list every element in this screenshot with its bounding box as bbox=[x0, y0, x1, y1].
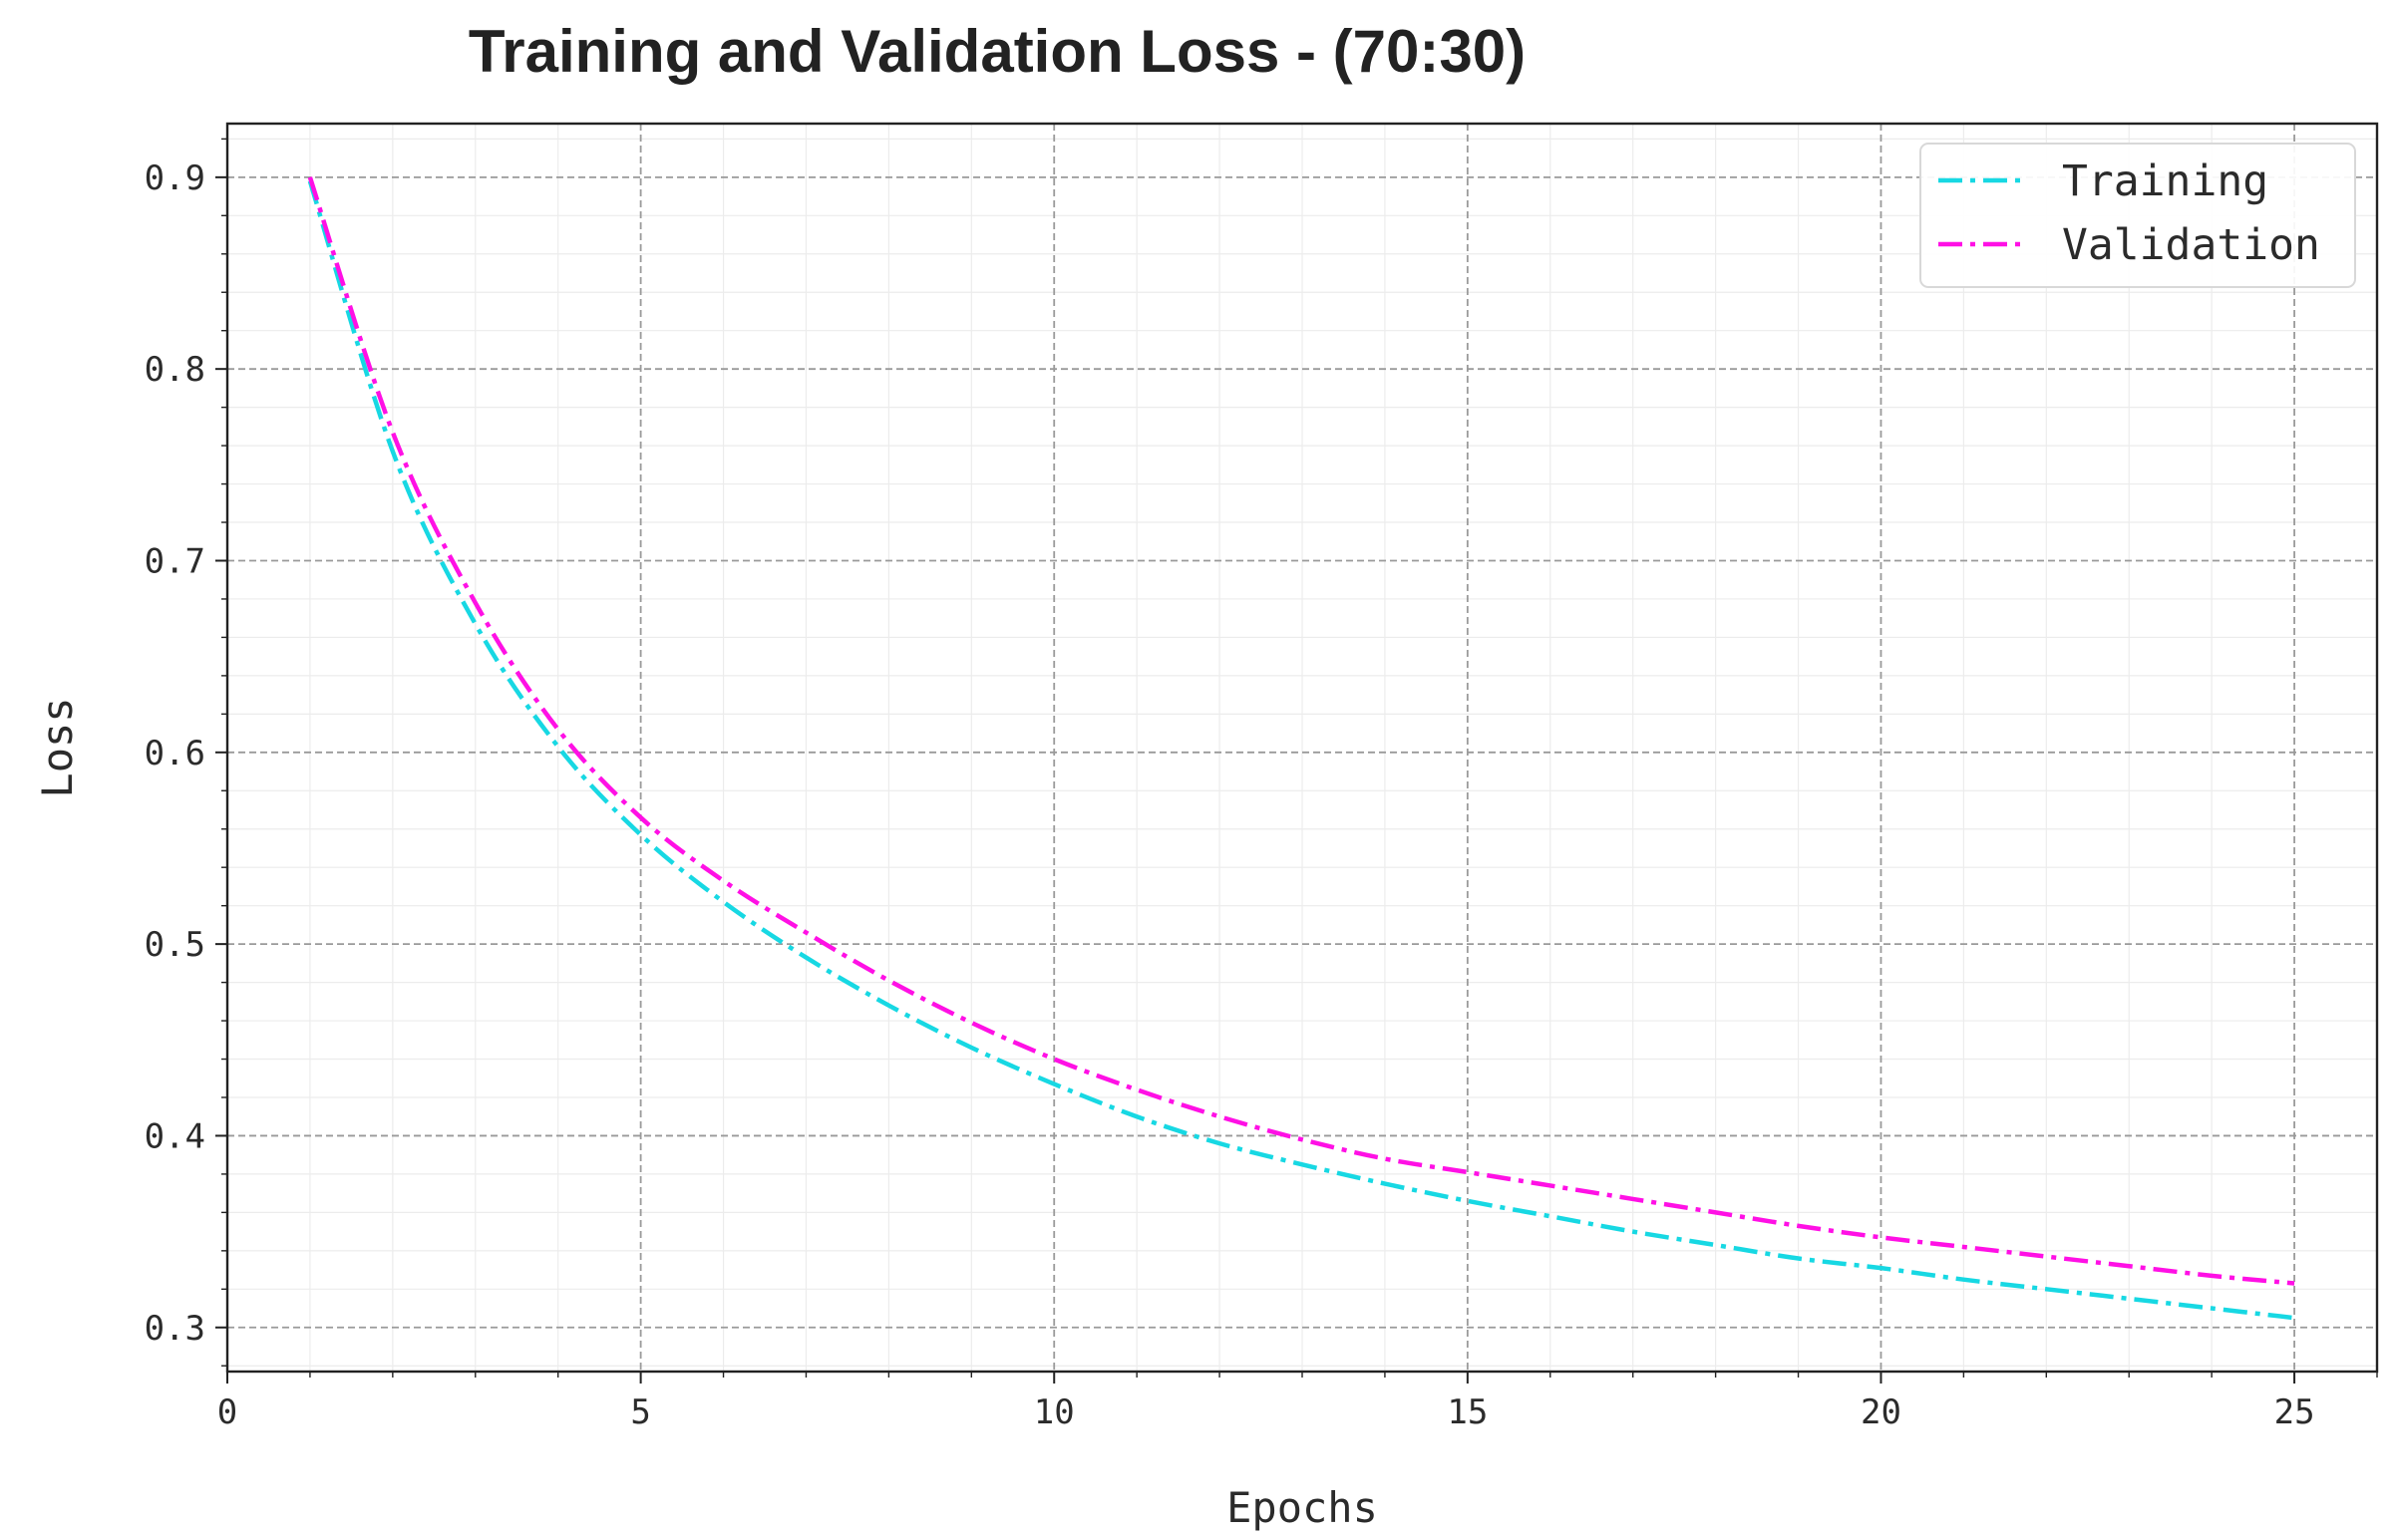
data-point-training bbox=[1300, 1162, 1304, 1166]
y-tick-label: 0.8 bbox=[145, 350, 205, 390]
data-point-training bbox=[2292, 1316, 2296, 1320]
data-point-training bbox=[2044, 1287, 2048, 1291]
minor-grid bbox=[227, 124, 2378, 1372]
y-tick-label: 0.6 bbox=[145, 734, 205, 773]
data-point-validation bbox=[1466, 1170, 1470, 1174]
data-point-validation bbox=[1300, 1137, 1304, 1141]
data-point-validation bbox=[804, 930, 808, 934]
data-point-training bbox=[2210, 1306, 2214, 1310]
data-point-training bbox=[1217, 1141, 1221, 1145]
data-point-training bbox=[474, 622, 478, 626]
legend-label-validation: Validation bbox=[2062, 220, 2320, 270]
data-point-validation bbox=[308, 175, 312, 179]
x-tick-label: 25 bbox=[2274, 1392, 2315, 1432]
data-point-validation bbox=[1135, 1087, 1139, 1091]
data-point-validation bbox=[1052, 1057, 1056, 1061]
data-point-training bbox=[555, 745, 559, 749]
data-point-validation bbox=[1879, 1235, 1882, 1239]
data-point-validation bbox=[1630, 1197, 1634, 1201]
data-point-training bbox=[1879, 1266, 1882, 1270]
x-tick-label: 10 bbox=[1034, 1392, 1075, 1432]
data-point-training bbox=[721, 900, 725, 904]
data-point-training bbox=[1548, 1214, 1552, 1218]
data-point-training bbox=[804, 955, 808, 959]
data-point-validation bbox=[1713, 1210, 1717, 1214]
y-tick-label: 0.3 bbox=[145, 1309, 205, 1349]
data-point-validation bbox=[638, 815, 642, 819]
data-point-training bbox=[1466, 1199, 1470, 1203]
data-point-training bbox=[638, 832, 642, 836]
data-point-training bbox=[1713, 1243, 1717, 1247]
series-line-validation bbox=[307, 176, 2295, 1286]
data-point-validation bbox=[2292, 1281, 2296, 1285]
data-point-validation bbox=[969, 1021, 973, 1025]
x-tick-label: 15 bbox=[1447, 1392, 1488, 1432]
data-point-validation bbox=[391, 430, 395, 434]
data-point-validation bbox=[2210, 1274, 2214, 1278]
data-point-training bbox=[1135, 1114, 1139, 1118]
y-tick-label: 0.9 bbox=[145, 158, 205, 198]
y-axis-label: Loss bbox=[33, 697, 82, 797]
chart-title: Training and Validation Loss - (70:30) bbox=[469, 18, 1526, 85]
data-point-validation bbox=[1796, 1224, 1800, 1228]
series-layer bbox=[307, 175, 2296, 1321]
data-point-training bbox=[969, 1046, 973, 1050]
y-tick-label: 0.4 bbox=[145, 1116, 205, 1156]
legend-label-training: Training bbox=[2062, 156, 2268, 206]
data-point-training bbox=[2127, 1297, 2131, 1301]
data-point-training bbox=[1961, 1277, 1965, 1281]
x-axis-label: Epochs bbox=[1226, 1483, 1378, 1532]
data-point-training bbox=[391, 450, 395, 454]
x-tick-label: 0 bbox=[217, 1392, 237, 1432]
x-tick-label: 5 bbox=[630, 1392, 650, 1432]
data-point-validation bbox=[2044, 1254, 2048, 1258]
data-point-validation bbox=[474, 601, 478, 605]
y-tick-label: 0.7 bbox=[145, 541, 205, 581]
data-point-validation bbox=[2127, 1264, 2131, 1268]
legend-box bbox=[1919, 143, 2356, 288]
tick-layer: 0 5 10 15 20 25 0.3 0.4 0.5 0.6 0.7 0.8 0.9 bbox=[145, 138, 2378, 1432]
x-tick-label: 20 bbox=[1861, 1392, 1901, 1432]
data-point-validation bbox=[555, 728, 559, 732]
data-point-training bbox=[886, 1003, 890, 1007]
y-tick-label: 0.5 bbox=[145, 925, 205, 965]
data-point-validation bbox=[1383, 1156, 1387, 1160]
legend: Training Validation bbox=[1919, 143, 2356, 288]
series-line-training bbox=[307, 180, 2295, 1321]
data-point-training bbox=[1052, 1081, 1056, 1085]
data-point-training bbox=[1383, 1181, 1387, 1185]
data-point-validation bbox=[1217, 1114, 1221, 1118]
data-point-validation bbox=[1548, 1183, 1552, 1187]
data-point-training bbox=[1630, 1229, 1634, 1233]
data-point-training bbox=[1796, 1256, 1800, 1260]
data-point-validation bbox=[886, 978, 890, 982]
data-point-validation bbox=[1961, 1245, 1965, 1249]
data-point-validation bbox=[721, 878, 725, 882]
